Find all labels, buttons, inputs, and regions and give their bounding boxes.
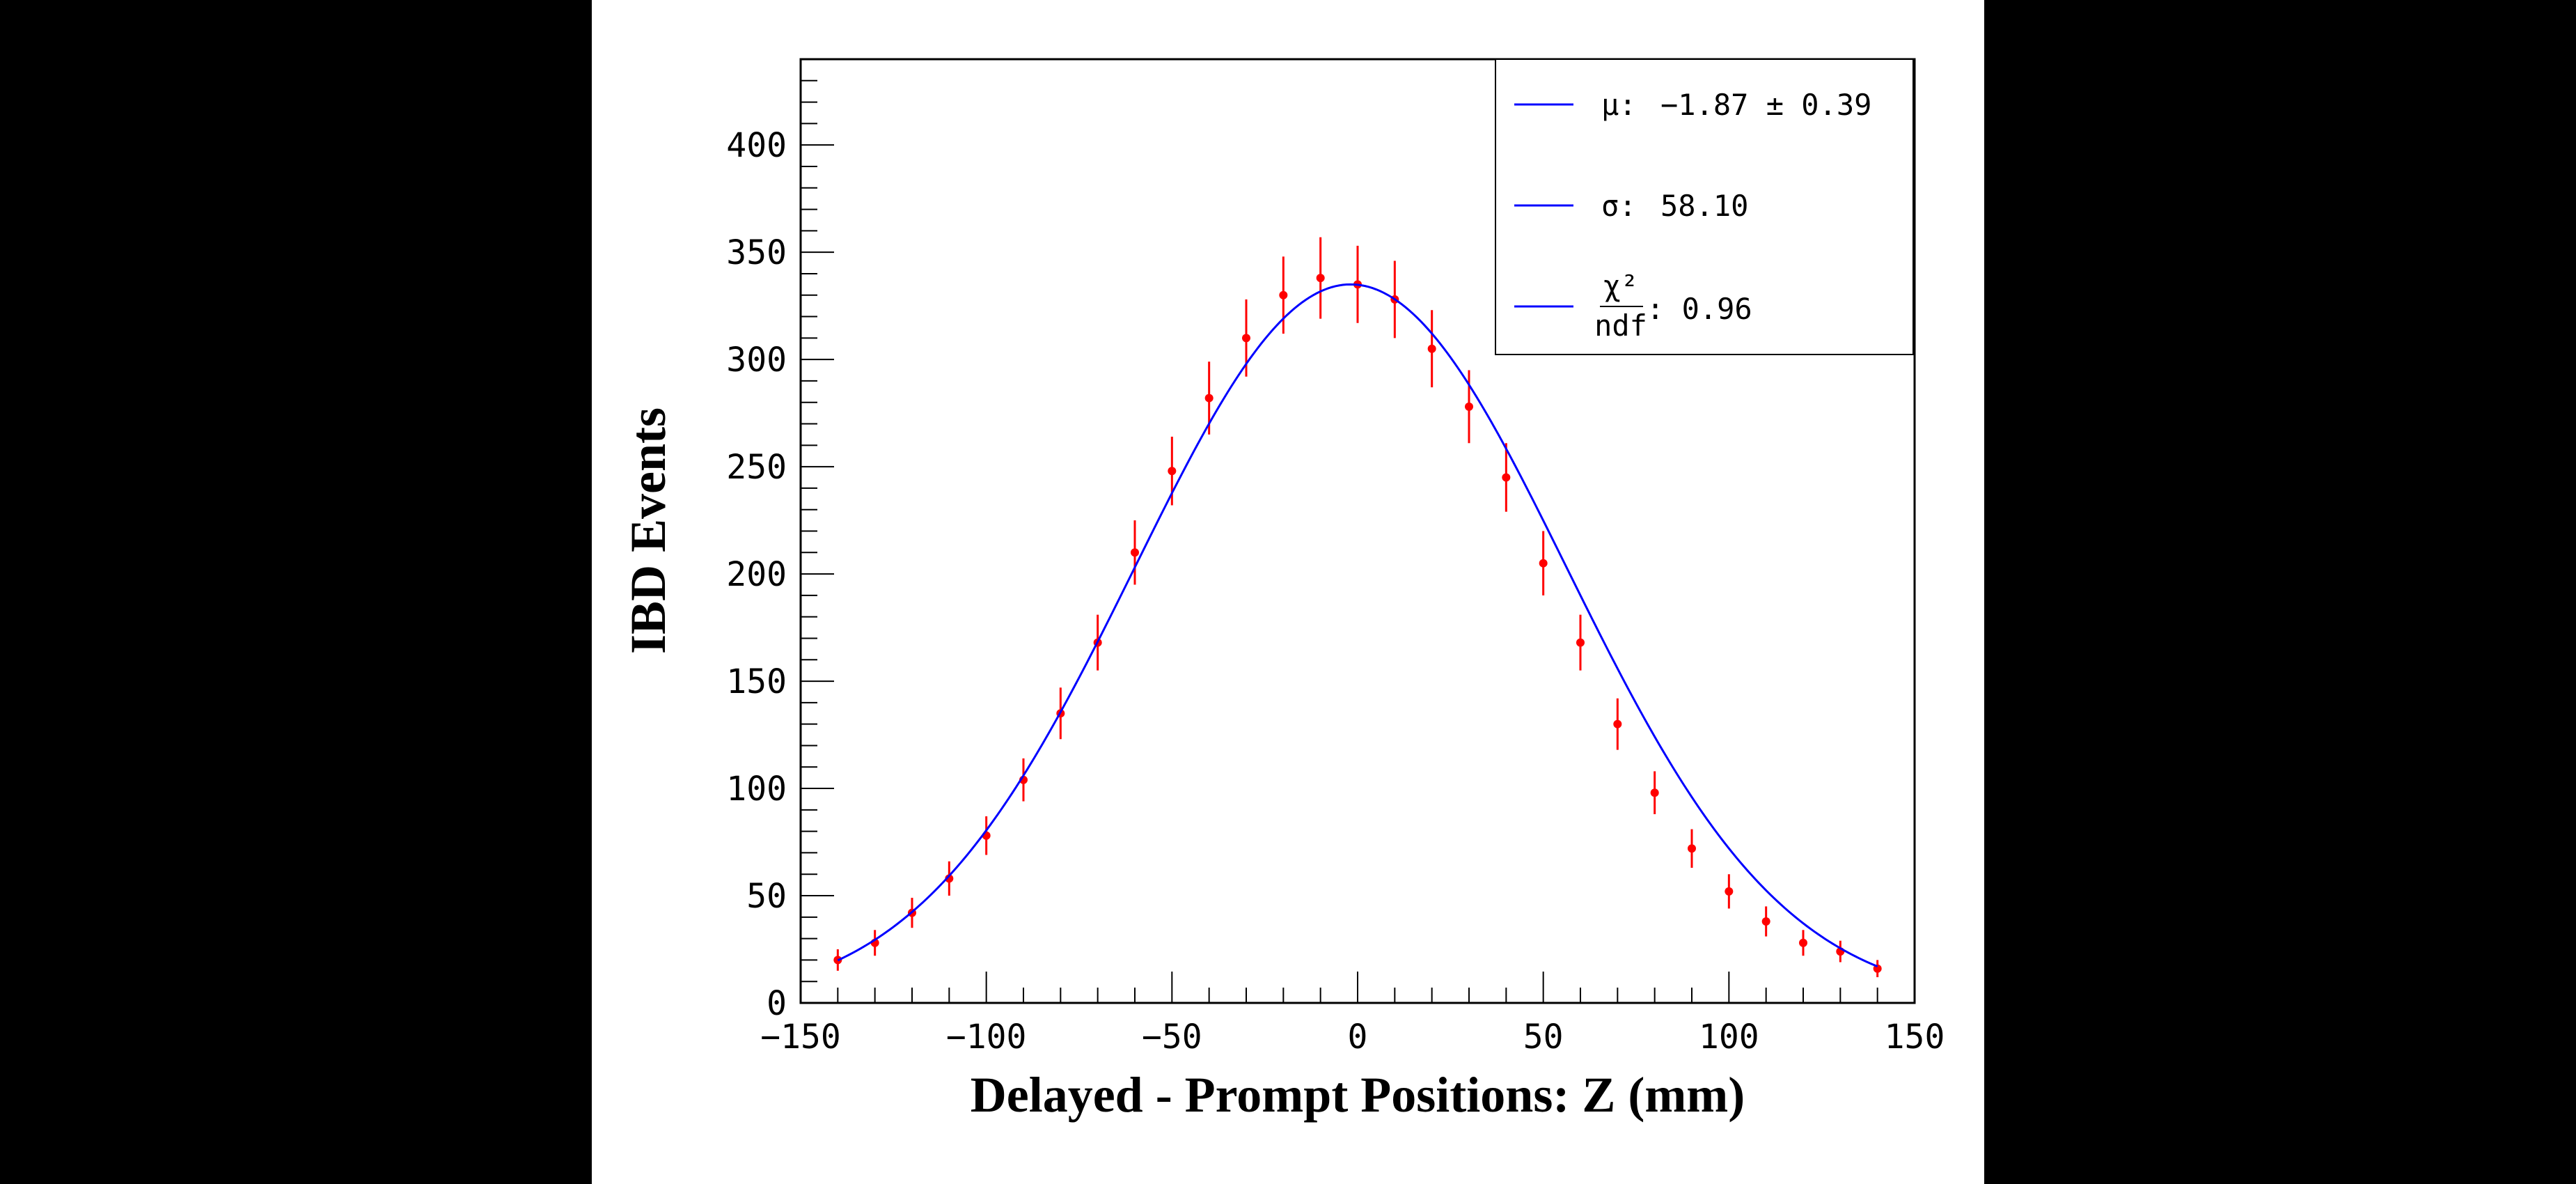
x-tick-label: −100	[946, 1018, 1027, 1057]
data-point	[1725, 887, 1734, 896]
legend-box: μ: −1.87 ± 0.39 σ: 58.10 χ² ndf : 0.96	[1495, 59, 1914, 355]
data-point	[1799, 938, 1807, 947]
x-tick-label: −150	[760, 1018, 841, 1057]
x-axis-title: Delayed - Prompt Positions: Z (mm)	[971, 1067, 1745, 1123]
data-point	[1242, 334, 1250, 343]
ticks-layer: −150 −100 −50 0 50 100 150 0 50 100 150 200 250 300 35…	[726, 79, 1945, 1057]
data-points-layer	[833, 274, 1882, 973]
canvas-panel: −150 −100 −50 0 50 100 150 0 50 100 150 200 250 300 35…	[592, 0, 1984, 1184]
x-tick-label: 50	[1523, 1018, 1564, 1057]
data-point	[1650, 788, 1659, 797]
data-point	[1465, 402, 1473, 411]
data-point	[1427, 344, 1436, 353]
data-point	[1316, 274, 1325, 283]
y-tick-label: 200	[726, 555, 787, 594]
y-tick-label: 50	[746, 877, 787, 916]
fit-curve	[837, 283, 1878, 968]
data-point	[945, 874, 954, 883]
data-point	[1761, 917, 1770, 926]
legend-chi2-denominator: ndf	[1594, 309, 1647, 343]
data-point	[1279, 290, 1288, 299]
x-tick-label: 0	[1348, 1018, 1368, 1057]
y-tick-label: 250	[726, 448, 787, 487]
data-point	[1576, 638, 1585, 647]
y-tick-label: 300	[726, 341, 787, 380]
y-tick-label: 400	[726, 126, 787, 165]
x-tick-label: −50	[1142, 1018, 1202, 1057]
chart: −150 −100 −50 0 50 100 150 0 50 100 150 200 250 300 35…	[620, 58, 1945, 1123]
legend-chi2-numerator: χ²	[1603, 269, 1639, 303]
legend-chi2-value: : 0.96	[1647, 292, 1752, 326]
y-tick-label: 350	[726, 233, 787, 272]
data-point	[1168, 467, 1177, 476]
data-point	[1502, 473, 1511, 482]
y-tick-label: 100	[726, 770, 787, 809]
y-tick-label: 150	[726, 662, 787, 701]
data-point	[1688, 844, 1696, 853]
legend-sigma-label: σ:	[1601, 189, 1637, 223]
y-axis-title: IBD Events	[620, 407, 676, 654]
data-point	[1613, 719, 1622, 729]
data-point	[1204, 394, 1214, 403]
y-tick-label: 0	[767, 984, 787, 1023]
legend-mu-value: −1.87 ± 0.39	[1660, 88, 1871, 122]
x-tick-label: 150	[1885, 1018, 1945, 1057]
legend-sigma-value: 58.10	[1660, 189, 1748, 223]
data-point	[1539, 559, 1548, 568]
legend-mu-label: μ:	[1601, 88, 1637, 122]
data-point	[1131, 548, 1139, 557]
legend-frame	[1495, 59, 1914, 355]
x-tick-label: 100	[1699, 1018, 1759, 1057]
